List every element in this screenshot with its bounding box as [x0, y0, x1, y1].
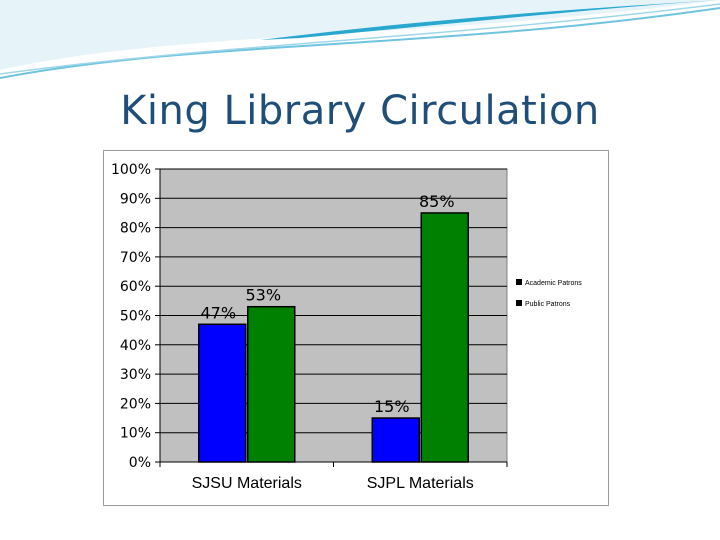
- y-tick-label: 70%: [120, 250, 151, 266]
- bar-public-sjpl: [420, 212, 469, 463]
- y-tick-label: 60%: [120, 279, 151, 295]
- bar-public-sjsu: [247, 305, 296, 463]
- bar-value-label: 15%: [374, 397, 410, 416]
- x-category-label: SJSU Materials: [192, 475, 302, 492]
- y-tick-label: 30%: [120, 367, 151, 383]
- y-tick-label: 10%: [120, 426, 151, 442]
- slide-title: King Library Circulation: [120, 88, 600, 134]
- bar-academic-sjsu: [198, 323, 247, 463]
- legend-entry: Public Patrons: [525, 301, 571, 308]
- bar-chart: 0% 10% 20% 30% 40% 50% 60% 70% 80% 90% 100% 47% 53% S…: [111, 162, 582, 492]
- bar-academic-sjpl: [371, 417, 420, 463]
- chart-frame: 0% 10% 20% 30% 40% 50% 60% 70% 80% 90% 100% 47% 53% S…: [103, 150, 609, 506]
- x-category-label: SJPL Materials: [367, 475, 474, 492]
- y-tick-label: 90%: [120, 191, 151, 207]
- y-tick-label: 20%: [120, 396, 151, 412]
- y-tick-label: 40%: [120, 338, 151, 354]
- bar-value-label: 85%: [419, 192, 455, 211]
- legend-swatch: [516, 300, 522, 306]
- y-tick-label: 50%: [120, 309, 151, 325]
- bar-value-label: 47%: [200, 303, 236, 322]
- bar-value-label: 53%: [245, 286, 281, 305]
- y-tick-label: 0%: [129, 455, 151, 471]
- legend-swatch: [516, 279, 522, 285]
- legend-entry: Academic Patrons: [525, 280, 582, 287]
- decorative-swoosh: [0, 0, 720, 79]
- y-tick-label: 100%: [111, 162, 151, 178]
- y-tick-label: 80%: [120, 221, 151, 237]
